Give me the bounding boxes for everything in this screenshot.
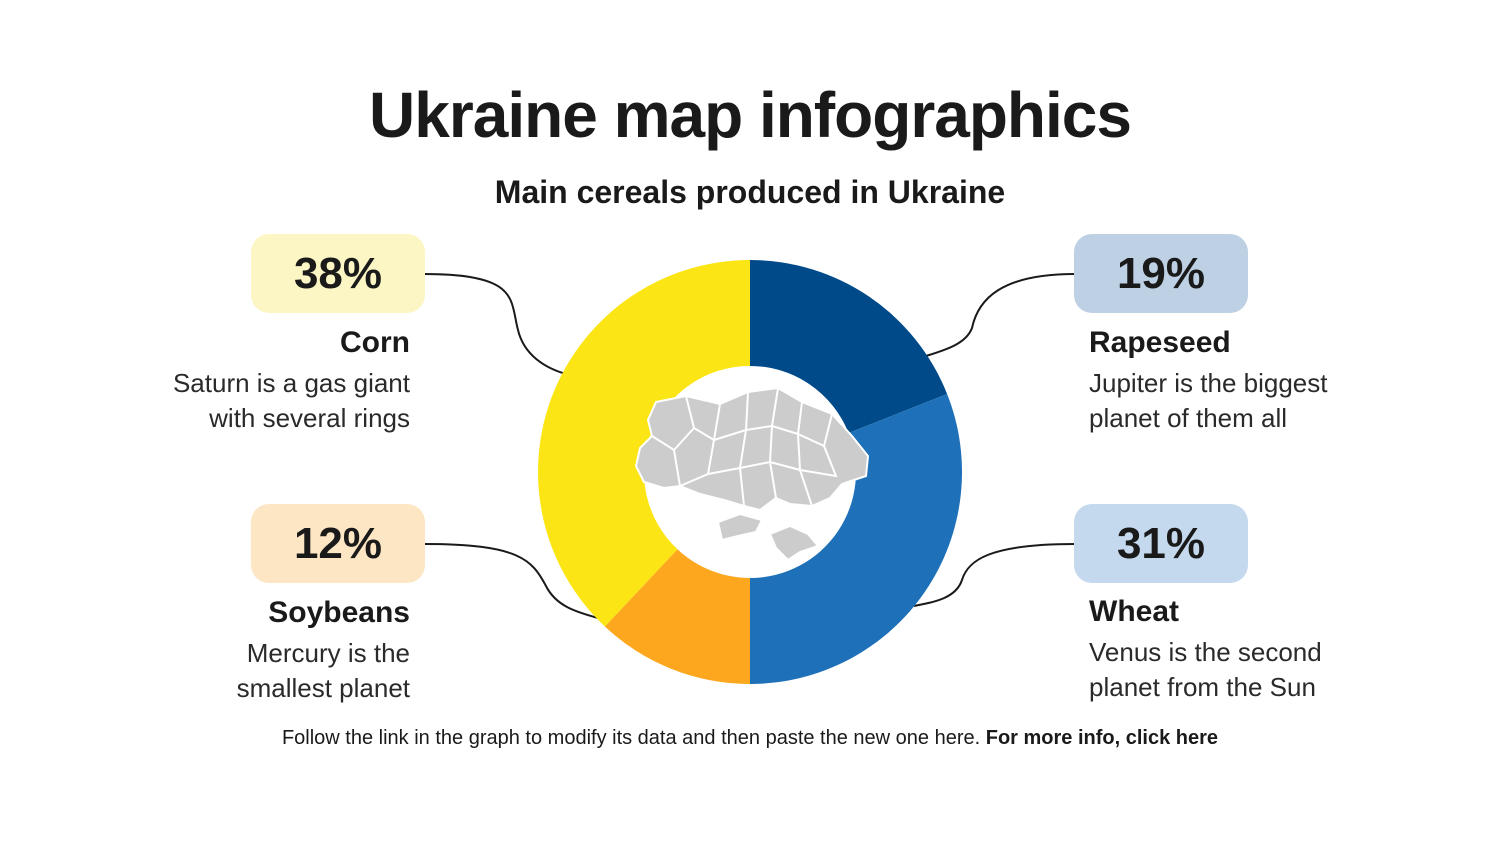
wheat-connector bbox=[913, 543, 1076, 607]
more-info-link[interactable]: For more info, click here bbox=[985, 727, 1219, 749]
rapeseed-description-line2: planet of them all bbox=[1089, 403, 1288, 433]
wheat-label: Wheat bbox=[1089, 595, 1179, 628]
corn-connector bbox=[423, 273, 567, 375]
footer-note: Follow the link in the graph to modify i… bbox=[0, 727, 1500, 750]
soybeans-description: Mercury is the smallest planet bbox=[237, 636, 410, 706]
rapeseed-description: Jupiter is the biggest planet of them al… bbox=[1089, 366, 1327, 436]
ukraine-map-icon bbox=[634, 386, 870, 562]
soybeans-percent-badge: 12% bbox=[251, 504, 425, 583]
corn-description-line1: Saturn is a gas giant bbox=[172, 368, 410, 398]
corn-label: Corn bbox=[340, 326, 410, 359]
corn-percent-badge: 38% bbox=[251, 234, 425, 313]
soybeans-percent: 12% bbox=[293, 518, 383, 568]
chart-subtitle: Main cereals produced in Ukraine bbox=[494, 174, 1006, 210]
rapeseed-description-line1: Jupiter is the biggest bbox=[1089, 368, 1328, 398]
corn-percent: 38% bbox=[293, 248, 383, 298]
wheat-percent-badge: 31% bbox=[1074, 504, 1248, 583]
soybeans-description-line2: smallest planet bbox=[236, 673, 410, 703]
wheat-description-line1: Venus is the second bbox=[1089, 637, 1322, 667]
footer-text: Follow the link in the graph to modify i… bbox=[281, 727, 986, 749]
soybeans-description-line1: Mercury is the bbox=[246, 638, 410, 668]
corn-description-line2: with several rings bbox=[209, 403, 410, 433]
page-title: Ukraine map infographics bbox=[369, 79, 1132, 151]
wheat-description: Venus is the second planet from the Sun bbox=[1089, 635, 1322, 705]
rapeseed-percent-badge: 19% bbox=[1074, 234, 1248, 313]
wheat-percent: 31% bbox=[1116, 518, 1206, 568]
slice-wheat bbox=[750, 393, 962, 684]
soybeans-connector bbox=[423, 543, 599, 619]
slice-soybeans bbox=[604, 549, 750, 684]
corn-description: Saturn is a gas giant with several rings bbox=[173, 366, 410, 436]
rapeseed-percent: 19% bbox=[1116, 248, 1206, 298]
slice-rapeseed bbox=[750, 260, 948, 433]
soybeans-label: Soybeans bbox=[268, 596, 410, 629]
rapeseed-connector bbox=[925, 273, 1076, 357]
wheat-description-line2: planet from the Sun bbox=[1089, 672, 1316, 702]
rapeseed-label: Rapeseed bbox=[1089, 326, 1231, 359]
